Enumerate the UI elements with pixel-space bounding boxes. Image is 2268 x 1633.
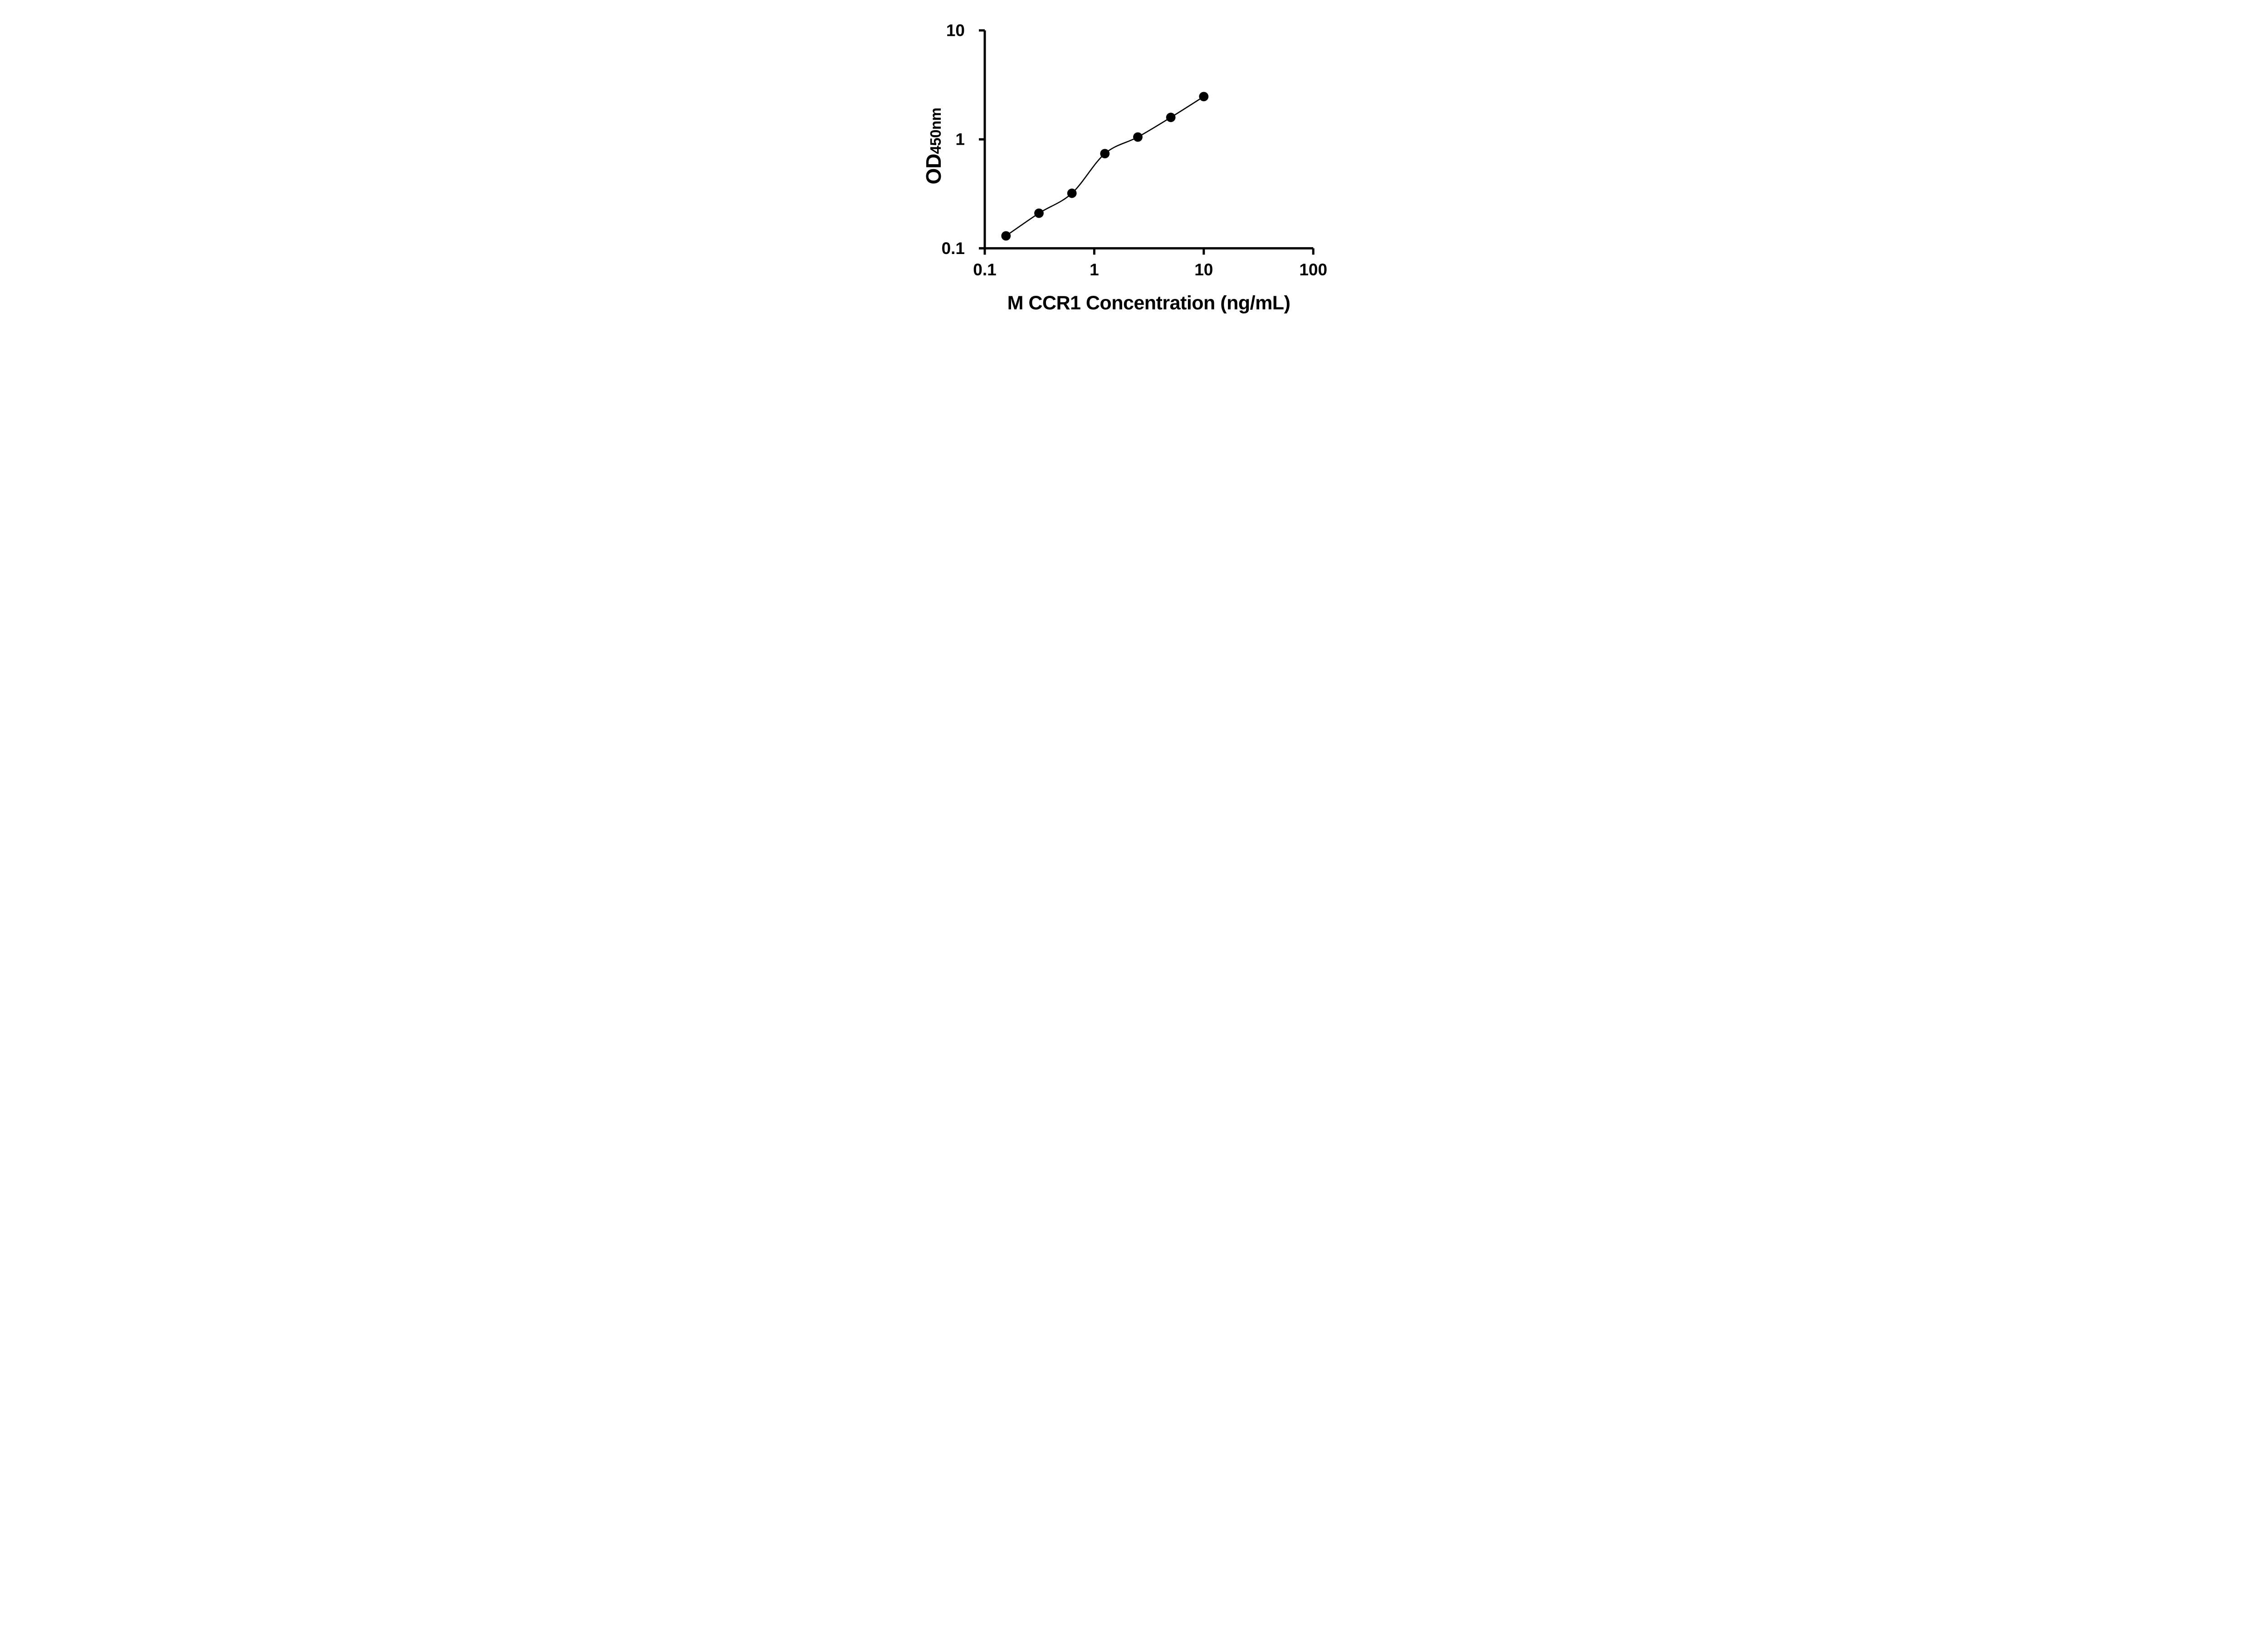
- plot-area: 0.1 1 10 0.1 1 10 100: [941, 21, 1327, 279]
- figure: 0.1 1 10 0.1 1 10 100 OD450nm M CCR1 Concentra…: [905, 0, 1363, 327]
- x-axis-title: M CCR1 Concentration (ng/mL): [1007, 292, 1290, 314]
- y-tick-label: 1: [955, 130, 965, 149]
- y-axis-title: OD450nm: [921, 108, 946, 184]
- data-point-marker: [1034, 208, 1044, 218]
- y-axis-title-main: OD: [921, 154, 945, 185]
- x-tick-label: 100: [1299, 260, 1327, 279]
- data-point-marker: [1001, 231, 1011, 241]
- x-tick-label: 0.1: [973, 260, 996, 279]
- data-point-marker: [1166, 112, 1176, 122]
- x-tick-label: 10: [1194, 260, 1213, 279]
- y-tick-label: 0.1: [941, 239, 964, 258]
- x-tick-label: 1: [1090, 260, 1099, 279]
- y-axis-title-subscript: 450nm: [927, 108, 944, 154]
- data-point-marker: [1100, 149, 1110, 159]
- data-point-marker: [1133, 132, 1143, 142]
- data-point-marker: [1067, 188, 1077, 198]
- y-tick-label: 10: [946, 21, 964, 40]
- data-point-marker: [1198, 92, 1208, 102]
